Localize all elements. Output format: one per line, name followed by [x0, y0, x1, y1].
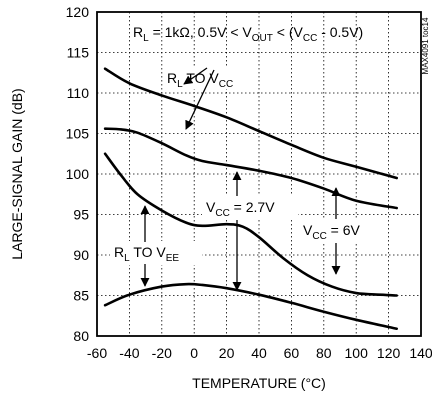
label-bg-vcc6 [300, 219, 380, 243]
label-bg-vcc27 [202, 196, 298, 220]
test-condition-label: RL = 1kΩ, 0.5V < VOUT < (VCC - 0.5V) [133, 24, 363, 44]
series-line [103, 152, 398, 297]
x-tick-label: -60 [87, 345, 107, 361]
y-tick-label: 90 [73, 247, 89, 263]
y-tick-label: 95 [73, 207, 89, 223]
cond-mid: = 1kΩ, 0.5V < V [149, 24, 253, 40]
x-tick-label: 120 [377, 345, 401, 361]
cond-prefix-sub: L [143, 33, 149, 44]
arrow-rl-vcc-lower [185, 69, 215, 130]
y-tick-label: 110 [67, 85, 90, 101]
cond-end2: - 0.5V) [317, 24, 363, 40]
series-line [103, 282, 398, 331]
plot-frame [96, 11, 422, 337]
cond-prefix: R [133, 24, 143, 40]
y-tick-label: 120 [66, 4, 90, 20]
x-tick-label: 100 [345, 345, 369, 361]
label-bg-rl-vee [110, 241, 202, 265]
part-number-label: MAX4091 toc14 [421, 17, 430, 74]
y-tick-label: 85 [73, 288, 89, 304]
y-tick-label: 80 [73, 328, 89, 344]
x-tick-label: -40 [119, 345, 139, 361]
y-tick-label: 105 [66, 126, 90, 142]
x-tick-label: 140 [409, 345, 432, 361]
y-tick-label: 100 [66, 166, 90, 182]
y-tick-label: 115 [67, 45, 90, 61]
tick-labels: -60 -40 -20 0 20 40 60 80 100 120 140 80 85 90 95 100 10… [66, 4, 432, 361]
cond-end1-sub: CC [303, 33, 317, 44]
curves [103, 67, 398, 331]
x-tick-label: 60 [284, 345, 300, 361]
grid [97, 12, 421, 336]
y-axis-title: LARGE-SIGNAL GAIN (dB) [9, 88, 25, 259]
x-tick-label: -20 [152, 345, 172, 361]
label-vcc-2-7v: VCC = 2.7V [206, 199, 275, 219]
series-line [103, 67, 398, 180]
label-rl-to-vee: RL TO VEE [114, 244, 179, 264]
label-vcc-6v: VCC = 6V [303, 222, 361, 242]
arrow-rl-vcc-upper [183, 67, 208, 85]
series-line [103, 127, 398, 210]
cond-mid-sub: OUT [252, 33, 273, 44]
x-tick-label: 0 [190, 345, 198, 361]
x-tick-label: 20 [219, 345, 235, 361]
x-tick-label: 40 [251, 345, 267, 361]
x-tick-label: 80 [316, 345, 332, 361]
cond-end1: < (V [273, 24, 304, 40]
x-axis-title: TEMPERATURE (°C) [192, 375, 326, 391]
